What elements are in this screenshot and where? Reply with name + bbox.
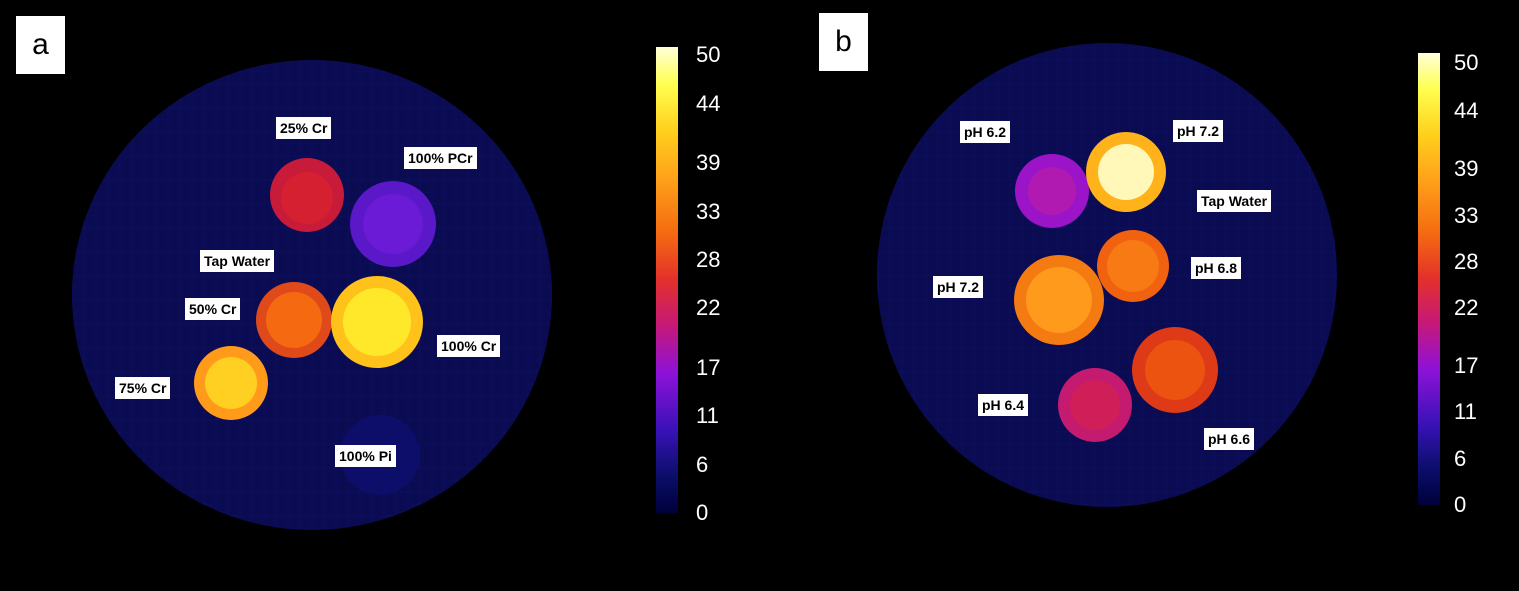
colorbar-a-tick: 44	[696, 91, 721, 116]
vial-25cr-core	[281, 172, 333, 224]
label-50cr: 50% Cr	[185, 298, 241, 320]
vial-ph64-core	[1070, 380, 1120, 430]
colorbar-b-tick: 39	[1454, 156, 1479, 181]
label-100cr: 100% Cr	[437, 335, 501, 357]
vial-100cr-core	[343, 288, 411, 356]
colorbar-a-tick: 6	[696, 452, 709, 477]
label-ph72-left: pH 7.2	[933, 276, 984, 298]
colorbar-b-tick: 17	[1454, 353, 1479, 378]
vial-100pcr-core	[363, 194, 423, 254]
colorbar-a	[656, 47, 678, 513]
colorbar-a-tick: 28	[696, 247, 721, 272]
colorbar-a-tick: 17	[696, 355, 721, 380]
colorbar-b-tick: 0	[1454, 492, 1467, 517]
colorbar-a-tick: 33	[696, 199, 721, 224]
cest-map-a	[72, 60, 552, 530]
vial-ph66-core	[1145, 340, 1205, 400]
vial-ph62-core	[1028, 167, 1076, 215]
panel-a-letter: a	[16, 16, 65, 74]
vial-50cr-core	[266, 292, 322, 348]
label-ph72-top: pH 7.2	[1173, 120, 1224, 142]
label-tap-water-b: Tap Water	[1197, 190, 1272, 212]
label-ph68: pH 6.8	[1191, 257, 1242, 279]
panel-b-letter: b	[819, 13, 868, 71]
colorbar-b-tick: 28	[1454, 249, 1479, 274]
colorbar-a-tick: 11	[696, 403, 719, 428]
panel-b: b pH 6.2 pH 7.2 Tap Water pH 7.2 pH 6.8 …	[806, 0, 1519, 591]
colorbar-b-tick: 6	[1454, 446, 1467, 471]
colorbar-b-tick: 11	[1454, 399, 1477, 424]
label-100pi: 100% Pi	[335, 445, 396, 467]
colorbar-b-tick: 50	[1454, 50, 1479, 75]
label-ph62: pH 6.2	[960, 121, 1011, 143]
colorbar-a-tick: 0	[696, 500, 709, 525]
colorbar-b-tick: 33	[1454, 203, 1479, 228]
vial-75cr-core	[205, 357, 257, 409]
panel-a: a 25% Cr 100% PCr Tap Water 50% Cr 100% …	[16, 16, 721, 530]
label-tap-water-a: Tap Water	[200, 250, 275, 272]
vial-ph68-core	[1107, 240, 1159, 292]
label-75cr: 75% Cr	[115, 377, 171, 399]
colorbar-b-tick: 22	[1454, 295, 1479, 320]
label-25cr: 25% Cr	[276, 117, 332, 139]
label-100pcr: 100% PCr	[404, 147, 477, 169]
colorbar-b-tick: 44	[1454, 98, 1479, 123]
colorbar-a-tick: 39	[696, 150, 721, 175]
colorbar-b	[1418, 53, 1440, 505]
label-ph64: pH 6.4	[978, 394, 1029, 416]
vial-ph72-top-core	[1098, 144, 1154, 200]
colorbar-a-tick: 22	[696, 295, 721, 320]
colorbar-a-tick: 50	[696, 42, 721, 67]
vial-ph72-left-core	[1026, 267, 1092, 333]
label-ph66: pH 6.6	[1204, 428, 1255, 450]
cest-map-b	[877, 43, 1337, 507]
